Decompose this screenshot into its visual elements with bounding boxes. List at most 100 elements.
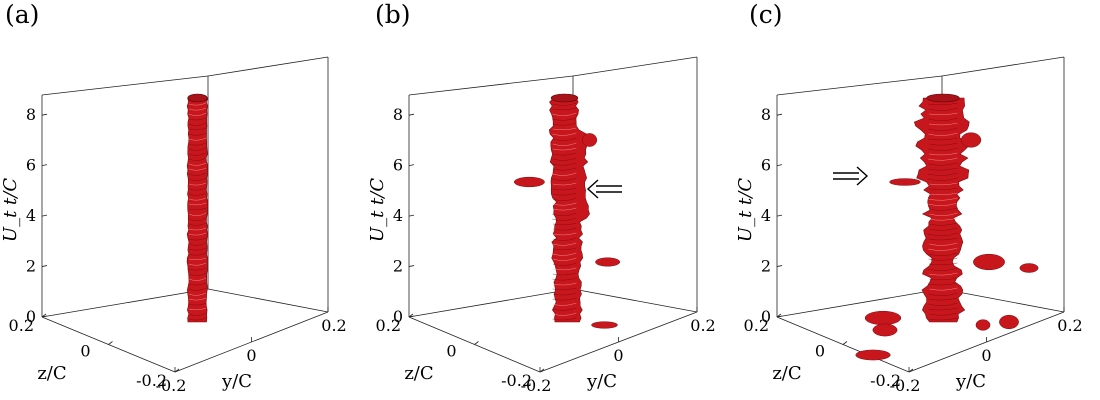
surface-texture: [928, 147, 958, 151]
z-tick: [41, 214, 48, 217]
surface-texture: [189, 257, 207, 261]
surface-texture: [929, 262, 958, 266]
z-axis-tick: [908, 368, 914, 373]
y-tick-label: 0: [613, 346, 623, 365]
z-tick: [41, 113, 48, 116]
surface-texture: [188, 187, 207, 191]
surface-texture: [552, 132, 577, 136]
vortex-blob: [513, 176, 545, 188]
surface-texture: [928, 167, 958, 171]
surface-texture: [928, 307, 958, 311]
z-axis-tick-label: -0.2: [501, 371, 532, 390]
surface-texture: [552, 147, 577, 151]
surface-texture: [927, 102, 958, 106]
surface-texture: [552, 267, 577, 271]
surface-texture: [552, 312, 577, 316]
surface-texture: [928, 272, 958, 276]
surface-texture: [928, 297, 958, 301]
box-edge: [408, 288, 574, 318]
surface-texture: [927, 197, 958, 201]
surface-texture: [552, 257, 577, 261]
panel-a: (a) 0 2 4 6 8 -0.2 0 0.2 0.2 0 -0.2 U_t t/C z/C y/C: [0, 0, 367, 400]
surface-texture: [929, 152, 958, 156]
surface-texture: [189, 167, 207, 171]
z-tick-label: 2: [26, 257, 36, 276]
box-edge: [776, 75, 943, 96]
surface-texture: [189, 242, 207, 246]
z-tick: [408, 164, 415, 167]
box-edge: [408, 75, 574, 96]
x1label: z/C: [772, 363, 801, 384]
z-tick: [776, 265, 783, 267]
surface-texture: [552, 107, 577, 111]
surface-texture: [928, 317, 958, 321]
z-axis-tick-label: 0: [446, 342, 456, 361]
surface-texture: [552, 297, 577, 301]
panel-label: (c): [749, 0, 783, 29]
surface-texture: [188, 292, 207, 296]
panel-b: (b) 0 2 4 6 8 -0.2 0 0.2 0.2 0 -0.2 U_t t/C z/C y/C: [367, 0, 734, 400]
surface-texture: [188, 232, 207, 236]
box-edge: [41, 288, 209, 318]
surface-texture: [552, 252, 577, 256]
surface-texture: [552, 207, 577, 211]
surface-texture: [927, 267, 958, 271]
z-tick-label: 6: [393, 156, 403, 175]
vortex-blob: [872, 323, 898, 337]
z-axis-tick-label: 0: [815, 342, 825, 361]
surface-texture: [552, 217, 577, 221]
surface-texture: [552, 162, 577, 166]
surface-texture: [929, 277, 958, 281]
x2label: y/C: [221, 371, 252, 392]
surface-texture: [552, 237, 577, 241]
surface-texture: [189, 152, 207, 156]
surface-texture: [188, 287, 207, 291]
surface-texture: [928, 132, 958, 136]
surface-texture: [927, 172, 958, 176]
surface-texture: [188, 307, 207, 311]
surface-texture: [552, 192, 577, 196]
z-axis-tick: [408, 313, 414, 318]
surface-texture: [552, 127, 577, 131]
surface-texture: [552, 222, 577, 226]
vortex-blob: [582, 133, 598, 147]
surface-texture: [929, 142, 958, 146]
z-axis-tick-label: 0.2: [744, 316, 769, 335]
z-tick: [776, 214, 783, 217]
z-tick: [408, 214, 415, 217]
box-edge: [941, 56, 1065, 77]
vortex-surface: [548, 97, 590, 323]
y-tick-label: 0.2: [321, 316, 346, 335]
surface-texture: [552, 187, 577, 191]
surface-texture: [552, 152, 577, 156]
z-axis-tick-label: 0: [80, 342, 90, 361]
surface-texture: [188, 207, 207, 211]
z-tick: [408, 113, 415, 116]
surface-texture: [928, 192, 958, 196]
vortex-blob: [855, 349, 891, 361]
surface-texture: [552, 247, 577, 251]
surface-texture: [929, 122, 958, 126]
surface-texture: [927, 157, 958, 161]
box-edge: [572, 56, 698, 77]
z-tick-label: 4: [393, 206, 403, 225]
surface-texture: [188, 237, 207, 241]
surface-texture: [927, 202, 958, 206]
surface-texture: [188, 102, 207, 106]
x2label: y/C: [586, 371, 617, 392]
surface-texture: [188, 137, 207, 141]
z-tick-label: 6: [26, 156, 36, 175]
surface-texture: [189, 132, 207, 136]
surface-texture: [552, 157, 577, 161]
surface-texture: [188, 127, 207, 131]
surface-texture: [928, 222, 958, 226]
y-tick-label: 0.2: [690, 316, 715, 335]
z-tick: [41, 265, 48, 267]
surface-texture: [552, 202, 577, 206]
y-tick-label: 0.2: [1057, 316, 1082, 335]
surface-texture: [552, 112, 577, 116]
z-axis-tick-label: -0.2: [136, 371, 167, 390]
surface-texture: [188, 272, 207, 276]
